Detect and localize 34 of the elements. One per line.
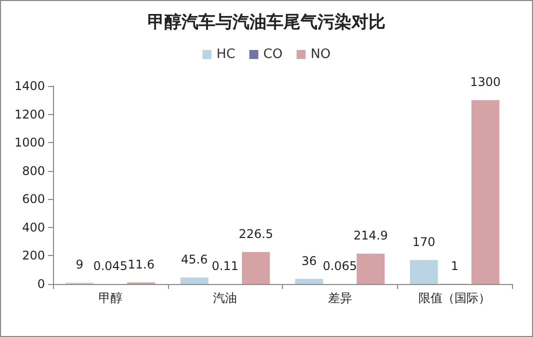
y-tick-label: 1000 [14,136,45,150]
x-tick-label: 差异 [328,291,352,305]
x-tick-label: 甲醇 [98,291,122,305]
chart-title: 甲醇汽车与汽油车尾气污染对比 [148,12,386,32]
data-label: 9 [76,258,84,272]
data-label: 36 [301,254,317,268]
y-tick-label: 400 [22,220,45,234]
data-label: 0.045 [93,258,128,273]
data-label: 1 [450,258,458,273]
y-tick-label: 200 [22,248,45,263]
x-tick-label: 限值（国际） [418,291,491,305]
legend-label: HC [216,47,236,62]
data-label: 11.6 [128,257,154,272]
y-tick-label: 600 [22,192,45,206]
data-label: 0.11 [212,258,238,273]
bar [295,278,324,284]
y-tick-label: 800 [22,164,45,178]
y-tick-label: 0 [37,277,45,291]
data-label: 214.9 [353,228,388,243]
bar [410,260,438,284]
x-tick-label: 汽油 [213,291,238,305]
bar [242,252,270,284]
data-label: 1300 [470,75,501,90]
bar [180,278,208,284]
legend-label: CO [263,47,283,62]
data-label: 45.6 [181,252,208,267]
y-tick-label: 1200 [14,107,45,122]
y-tick-label: 1400 [14,79,45,93]
bar [356,254,385,284]
data-label: 226.5 [238,226,274,241]
bar [471,100,500,284]
data-label: 0.065 [322,258,358,273]
data-label: 170 [412,234,436,249]
legend-label: NO [310,47,331,62]
